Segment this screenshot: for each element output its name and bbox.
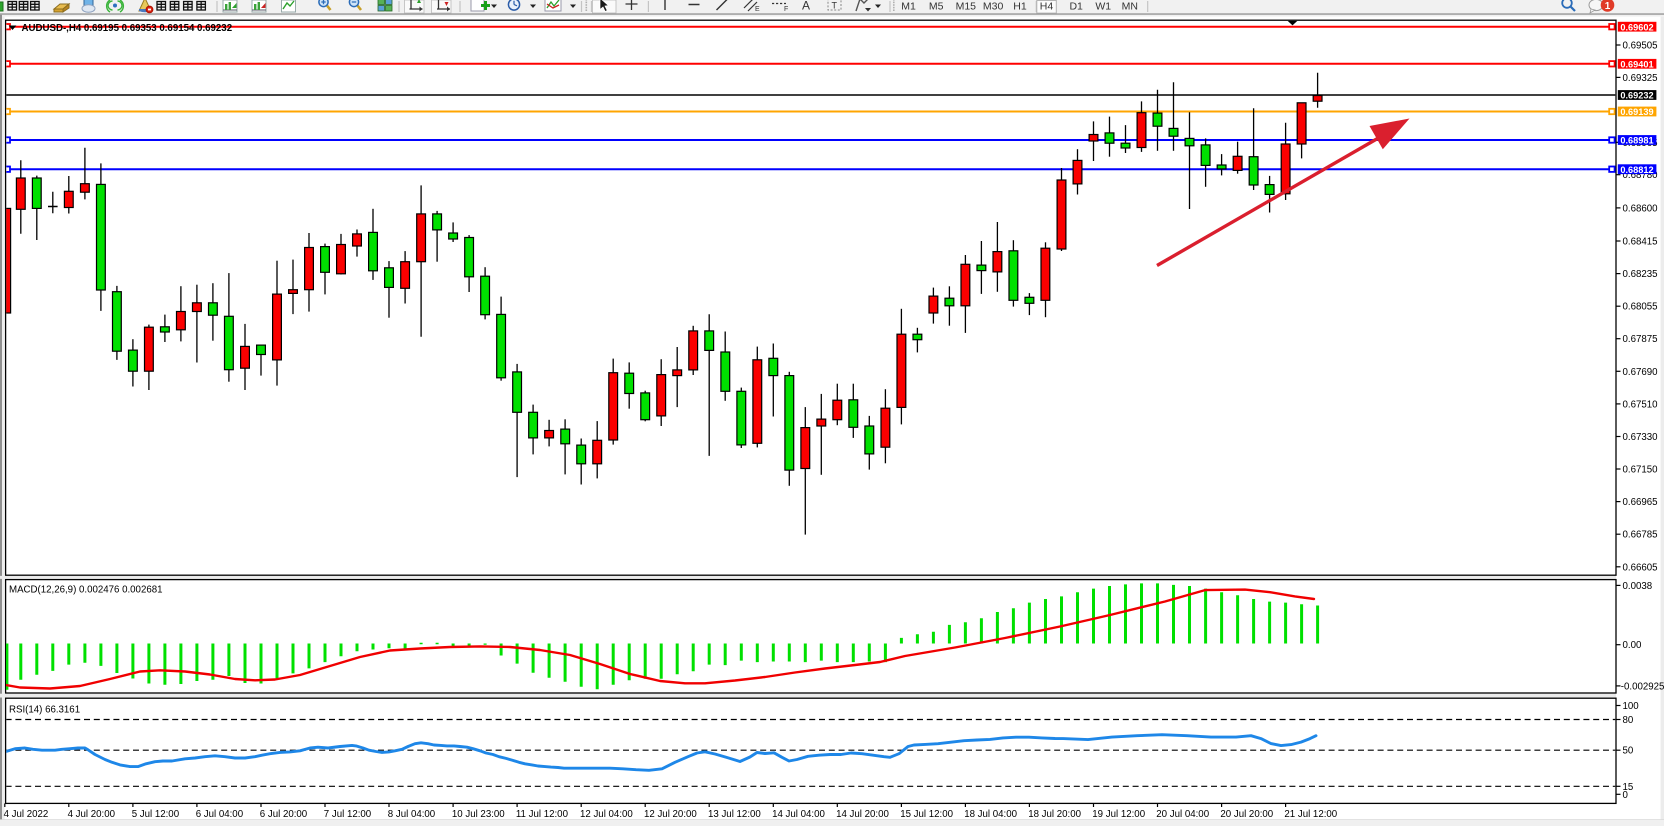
svg-text:20 Jul 20:00: 20 Jul 20:00 [1220, 809, 1273, 820]
svg-text:0.67510: 0.67510 [1623, 399, 1659, 410]
svg-text:M30: M30 [983, 1, 1004, 13]
svg-text:4 Jul 2022: 4 Jul 2022 [4, 809, 49, 820]
svg-text:0.69602: 0.69602 [1620, 22, 1653, 32]
svg-text:0.67150: 0.67150 [1623, 465, 1659, 476]
svg-text:80: 80 [1623, 715, 1634, 726]
svg-text:0.67690: 0.67690 [1623, 367, 1659, 378]
svg-text:15: 15 [1623, 782, 1634, 793]
svg-text:0: 0 [1623, 790, 1629, 801]
svg-text:0.67875: 0.67875 [1623, 334, 1658, 345]
svg-text:0.69401: 0.69401 [1620, 60, 1653, 70]
svg-text:18 Jul 04:00: 18 Jul 04:00 [964, 809, 1017, 820]
svg-text:0.00: 0.00 [1623, 640, 1642, 651]
svg-text:6 Jul 20:00: 6 Jul 20:00 [260, 809, 308, 820]
svg-text:0.68981: 0.68981 [1620, 136, 1653, 146]
svg-text:7 Jul 12:00: 7 Jul 12:00 [324, 809, 372, 820]
svg-text:D1: D1 [1069, 1, 1083, 13]
svg-text:11 Jul 12:00: 11 Jul 12:00 [516, 809, 569, 820]
svg-text:AUDUSD-,H4 0.69195 0.69353 0.: AUDUSD-,H4 0.69195 0.69353 0.69154 0.692… [22, 23, 233, 34]
svg-text:12 Jul 04:00: 12 Jul 04:00 [580, 809, 633, 820]
svg-text:0.66605: 0.66605 [1623, 562, 1658, 573]
svg-text:0.69232: 0.69232 [1620, 91, 1653, 101]
svg-text:0.68235: 0.68235 [1623, 269, 1658, 280]
svg-text:10 Jul 23:00: 10 Jul 23:00 [452, 809, 505, 820]
svg-text:19 Jul 12:00: 19 Jul 12:00 [1092, 809, 1145, 820]
svg-text:MN: MN [1122, 1, 1138, 13]
svg-text:0.68812: 0.68812 [1620, 165, 1653, 175]
svg-text:0.69325: 0.69325 [1623, 73, 1658, 84]
svg-text:5 Jul 12:00: 5 Jul 12:00 [132, 809, 180, 820]
svg-text:20 Jul 04:00: 20 Jul 04:00 [1156, 809, 1209, 820]
svg-text:0.0038: 0.0038 [1623, 581, 1653, 592]
svg-text:6 Jul 04:00: 6 Jul 04:00 [196, 809, 244, 820]
svg-text:0.69505: 0.69505 [1623, 41, 1658, 52]
svg-text:RSI(14) 66.3161: RSI(14) 66.3161 [9, 705, 80, 716]
svg-text:15 Jul 12:00: 15 Jul 12:00 [900, 809, 953, 820]
svg-text:0.68600: 0.68600 [1623, 203, 1659, 214]
svg-text:-0.002925: -0.002925 [1621, 681, 1664, 692]
svg-text:MACD(12,26,9) 0.002476 0.00268: MACD(12,26,9) 0.002476 0.002681 [9, 585, 163, 596]
svg-text:0.68780: 0.68780 [1623, 170, 1659, 181]
svg-text:E: E [755, 6, 760, 13]
svg-text:0.68415: 0.68415 [1623, 237, 1658, 248]
svg-text:0.67330: 0.67330 [1623, 432, 1659, 443]
svg-text:50: 50 [1623, 746, 1634, 757]
svg-text:M15: M15 [956, 1, 977, 13]
svg-text:14 Jul 04:00: 14 Jul 04:00 [772, 809, 825, 820]
svg-text:M5: M5 [929, 1, 944, 13]
svg-text:0.69139: 0.69139 [1620, 107, 1653, 117]
svg-text:21 Jul 12:00: 21 Jul 12:00 [1284, 809, 1337, 820]
svg-text:T: T [832, 1, 838, 11]
svg-text:14 Jul 20:00: 14 Jul 20:00 [836, 809, 889, 820]
svg-text:M1: M1 [901, 1, 916, 13]
svg-text:H1: H1 [1013, 1, 1027, 13]
svg-text:F: F [784, 6, 788, 13]
svg-text:0.68055: 0.68055 [1623, 302, 1658, 313]
svg-text:13 Jul 12:00: 13 Jul 12:00 [708, 809, 761, 820]
svg-text:18 Jul 20:00: 18 Jul 20:00 [1028, 809, 1081, 820]
svg-text:A: A [802, 0, 810, 13]
svg-text:0.66785: 0.66785 [1623, 530, 1658, 541]
svg-text:1: 1 [1605, 1, 1611, 12]
svg-text:0.66965: 0.66965 [1623, 497, 1658, 508]
svg-text:100: 100 [1623, 701, 1640, 712]
svg-text:12 Jul 20:00: 12 Jul 20:00 [644, 809, 697, 820]
svg-text:W1: W1 [1095, 1, 1111, 13]
svg-text:4 Jul 20:00: 4 Jul 20:00 [68, 809, 116, 820]
svg-text:8 Jul 04:00: 8 Jul 04:00 [388, 809, 436, 820]
svg-text:H4: H4 [1040, 1, 1054, 13]
